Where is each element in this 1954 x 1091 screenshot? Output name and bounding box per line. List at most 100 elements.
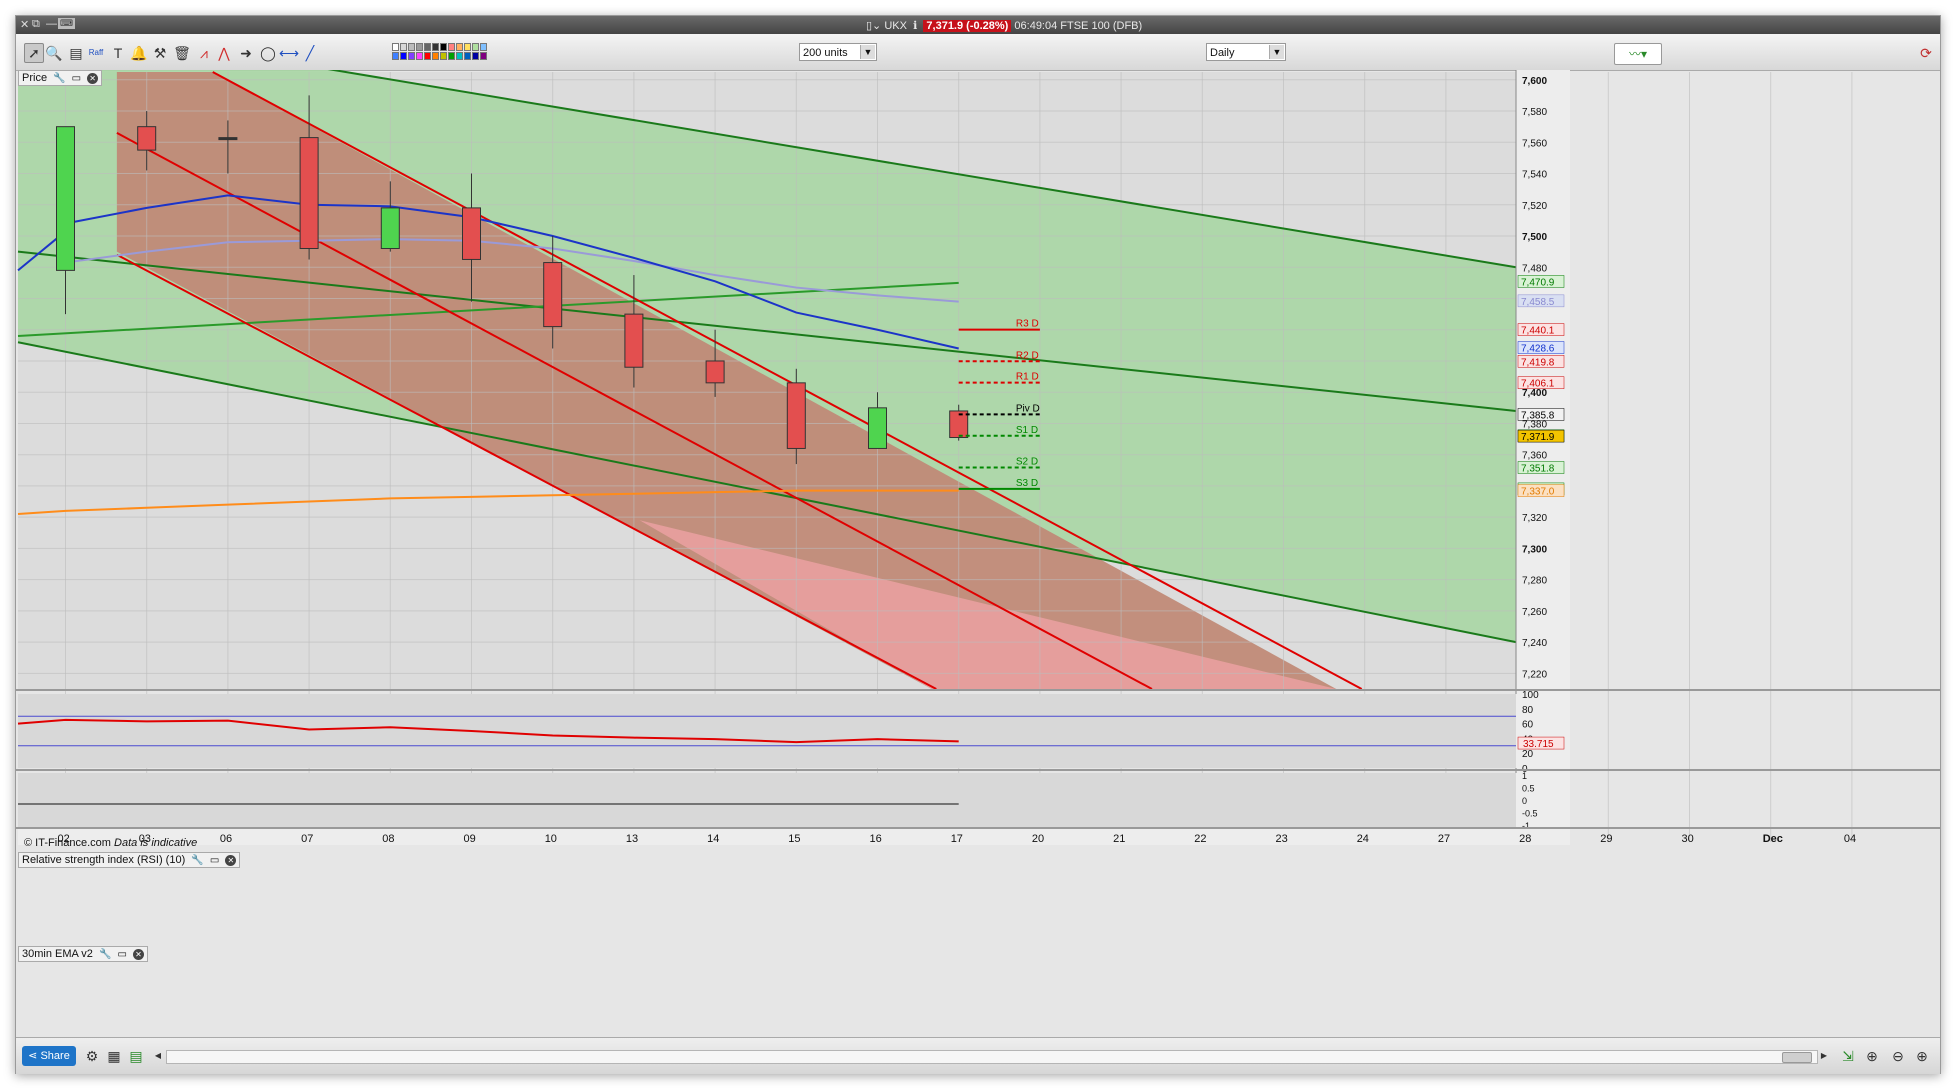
color-swatch[interactable] [400, 43, 407, 51]
scrollbar-thumb[interactable] [1782, 1052, 1812, 1063]
price-tag-bg [1517, 275, 1565, 288]
color-swatch[interactable] [480, 43, 487, 51]
ema-axis-label: 1 [1522, 771, 1527, 781]
disclaimer-text: Data is indicative [114, 837, 198, 849]
units-select[interactable]: 200 units ▼ [799, 43, 877, 61]
color-swatch[interactable] [448, 52, 455, 60]
color-swatch[interactable] [400, 52, 407, 60]
window-icon[interactable]: ▭ [209, 855, 220, 866]
calculator-icon[interactable]: ▦ [107, 1048, 121, 1064]
zigzag-icon[interactable]: ⋀ [218, 45, 230, 61]
trend-icon[interactable]: ⩘ [200, 45, 208, 61]
red-channel-upper [212, 71, 1363, 690]
color-swatch[interactable] [472, 43, 479, 51]
color-swatch[interactable] [424, 52, 431, 60]
color-swatch[interactable] [392, 43, 399, 51]
ellipse-icon[interactable]: ◯ [260, 45, 276, 61]
copyright-notice: © IT-Finance.com Data is indicative [24, 837, 197, 849]
color-swatch[interactable] [392, 52, 399, 60]
x-tick-label: 30 [1682, 833, 1694, 845]
color-swatch[interactable] [432, 43, 439, 51]
x-tick-label: 13 [626, 833, 638, 845]
indicators-button[interactable]: 〰▾ [1614, 43, 1662, 65]
raff-icon[interactable]: Raff [86, 43, 106, 63]
color-swatch[interactable] [456, 43, 463, 51]
window-icon[interactable]: ▭ [71, 73, 82, 84]
auto-scale-icon[interactable]: ⇲ [1842, 1048, 1854, 1064]
rsi-axis-label: 60 [1522, 720, 1534, 731]
x-tick-label: 08 [382, 833, 394, 845]
share-button[interactable]: ⋖ Share [22, 1046, 76, 1066]
trash-icon[interactable]: 🗑 [173, 45, 191, 61]
ema-axis-label: -0.5 [1522, 809, 1538, 819]
keyboard-icon[interactable]: ⌨ [58, 18, 75, 29]
x-tick-label: Dec [1763, 833, 1783, 845]
orange-ma-line [17, 489, 959, 516]
color-swatch[interactable] [416, 52, 423, 60]
color-swatch[interactable] [464, 43, 471, 51]
color-swatch[interactable] [464, 52, 471, 60]
color-swatch[interactable] [416, 43, 423, 51]
candle-body [705, 360, 725, 384]
minimize-window-icon[interactable]: — [46, 18, 57, 30]
zoom-out-icon[interactable]: ⊖ [1892, 1048, 1904, 1064]
tools-icon[interactable]: ⚒ [153, 45, 167, 61]
x-tick-label: 17 [951, 833, 963, 845]
scroll-left-icon[interactable]: ◀ [154, 1051, 162, 1060]
refresh-icon[interactable]: ⟳ [1920, 45, 1932, 61]
fib-icon[interactable]: ▤ [69, 45, 83, 61]
magnify-icon[interactable]: 🔍 [45, 45, 63, 61]
scroll-right-icon[interactable]: ▶ [1820, 1051, 1828, 1060]
zoom-fit-icon[interactable]: ⊕ [1866, 1048, 1878, 1064]
x-tick-label: 27 [1438, 833, 1450, 845]
close-window-icon[interactable]: ✕ [20, 19, 30, 31]
candle-body [786, 382, 806, 449]
color-swatch[interactable] [472, 52, 479, 60]
color-swatch[interactable] [448, 43, 455, 51]
interval-select[interactable]: Daily ▼ [1206, 43, 1286, 61]
title-bar: ✕ ⧉ — ⌨ ▯⌄ UKX ℹ 7,371.9 (-0.28%) 06:49:… [16, 16, 1940, 34]
arrow-icon[interactable]: ➜ [240, 45, 252, 61]
window-list-icon[interactable]: ▯⌄ [866, 20, 882, 32]
price-tag-label: 7,351.8 [1521, 464, 1555, 475]
pointer-icon[interactable]: ➚ [24, 43, 44, 63]
wrench-icon[interactable]: 🔧 [191, 855, 204, 866]
zoom-in-icon[interactable]: ⊕ [1916, 1048, 1928, 1064]
candle-body [949, 410, 969, 439]
color-swatch[interactable] [456, 52, 463, 60]
chevron-down-icon: ▼ [1269, 45, 1284, 59]
hline-icon[interactable]: ⟷ [279, 45, 300, 61]
close-panel-icon[interactable]: ✕ [133, 949, 145, 960]
wrench-icon[interactable]: 🔧 [98, 949, 112, 960]
text-icon[interactable]: T [113, 45, 123, 61]
time-scrollbar[interactable] [166, 1050, 1818, 1064]
rsi-axis-label: 100 [1522, 690, 1539, 701]
y-tick-label: 7,320 [1522, 513, 1547, 524]
color-swatch[interactable] [408, 52, 415, 60]
window-icon[interactable]: ▭ [117, 949, 127, 960]
info-icon[interactable]: ℹ [913, 20, 918, 32]
fast-ma-line [65, 194, 959, 350]
color-swatch[interactable] [440, 52, 447, 60]
candle-body [380, 207, 400, 250]
chart-area[interactable]: R3 D R2 D R1 D Piv D S1 D S2 D S3 D 7,220 7,240 7… [16, 70, 1940, 1037]
platform-window: ✕ ⧉ — ⌨ ▯⌄ UKX ℹ 7,371.9 (-0.28%) 06:49:… [15, 15, 1941, 1074]
settings-icon[interactable]: ⚙ [85, 1048, 99, 1064]
candle-body [543, 262, 563, 328]
ema-axis-bg [1516, 773, 1570, 827]
pen-icon[interactable]: ╱ [305, 45, 315, 61]
close-panel-icon[interactable]: ✕ [225, 855, 237, 866]
color-swatch[interactable] [432, 52, 439, 60]
color-swatch[interactable] [480, 52, 487, 60]
color-swatch[interactable] [424, 43, 431, 51]
candle-body [868, 407, 887, 449]
price-tag-label: 7,440.1 [1521, 326, 1555, 337]
layout-icon[interactable]: ▤ [129, 1048, 143, 1064]
color-swatch[interactable] [408, 43, 415, 51]
color-swatch[interactable] [440, 43, 447, 51]
restore-window-icon[interactable]: ⧉ [32, 18, 40, 30]
alert-icon[interactable]: 🔔 [130, 45, 148, 61]
close-panel-icon[interactable]: ✕ [87, 73, 99, 84]
wrench-icon[interactable]: 🔧 [53, 73, 66, 84]
drawing-toolbar: ➚ 🔍 ▤ Raff T 🔔 ⚒ 🗑 ⩘ ⋀ ➜ ◯ ⟷ ╱ 200 units… [16, 34, 1940, 71]
